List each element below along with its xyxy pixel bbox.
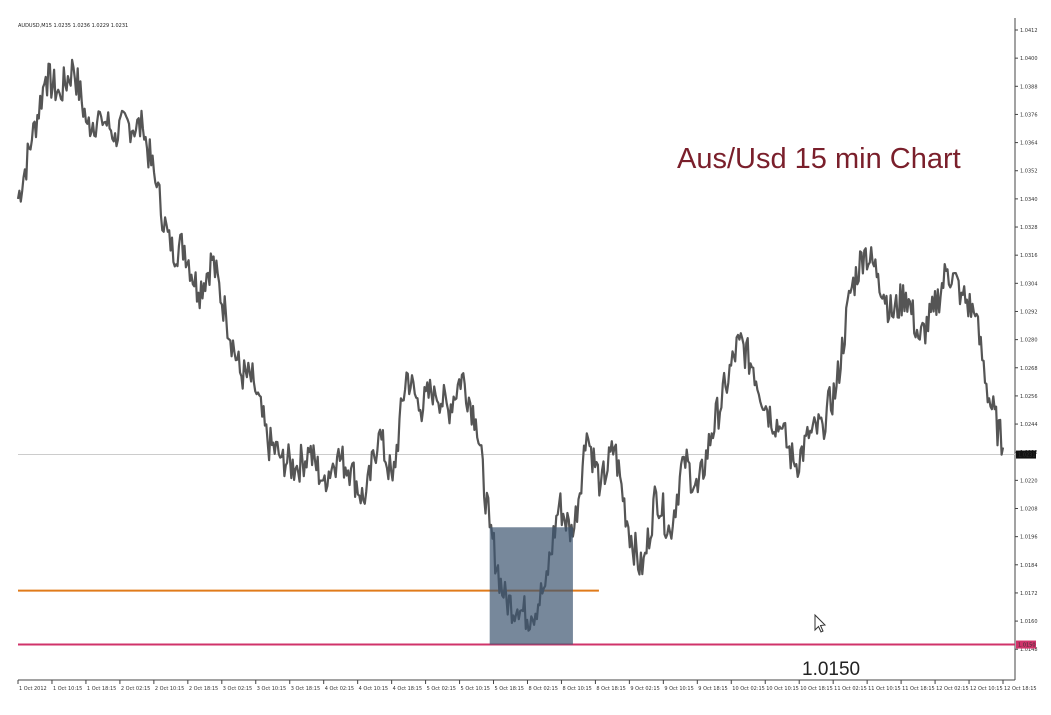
chart-title: Aus/Usd 15 min Chart [677, 143, 961, 175]
time-tick-label: 2 Oct 18:15 [189, 686, 218, 692]
time-tick-label: 12 Oct 18:15 [1004, 686, 1037, 692]
price-tick-label: 1.0148 [1020, 647, 1038, 653]
time-tick-label: 5 Oct 02:15 [427, 686, 456, 692]
time-tick-label: 3 Oct 10:15 [257, 686, 286, 692]
symbol-label: AUDUSD,M15 1.0235 1.0236 1.0229 1.0231 [18, 23, 128, 29]
price-tick-label: 1.0412 [1020, 28, 1038, 34]
price-tick-label: 1.0196 [1020, 535, 1038, 541]
time-tick-label: 12 Oct 10:15 [970, 686, 1003, 692]
time-tick-label: 1 Oct 2012 [19, 686, 47, 692]
level-label: 1.0150 [802, 659, 860, 680]
time-tick-label: 10 Oct 02:15 [732, 686, 765, 692]
price-tick-label: 1.0328 [1020, 225, 1038, 231]
level-marker [1016, 640, 1036, 649]
price-tick-label: 1.0220 [1020, 478, 1038, 484]
level-marker-label: 1.0150 [1018, 643, 1036, 649]
time-tick-label: 5 Oct 18:15 [495, 686, 524, 692]
time-tick-label: 8 Oct 02:15 [528, 686, 557, 692]
time-tick-label: 4 Oct 18:15 [393, 686, 422, 692]
current-price-marker [1016, 450, 1036, 459]
time-tick-label: 11 Oct 02:15 [834, 686, 867, 692]
price-tick-label: 1.0304 [1020, 281, 1038, 287]
chart-axes [18, 18, 1016, 681]
time-tick-label: 5 Oct 10:15 [461, 686, 490, 692]
time-tick-label: 3 Oct 02:15 [223, 686, 252, 692]
price-tick-label: 1.0280 [1020, 338, 1038, 344]
price-tick-label: 1.0268 [1020, 366, 1038, 372]
price-tick-label: 1.0256 [1020, 394, 1038, 400]
time-tick-label: 2 Oct 10:15 [155, 686, 184, 692]
time-tick-label: 2 Oct 02:15 [121, 686, 150, 692]
time-tick-label: 4 Oct 02:15 [325, 686, 354, 692]
time-tick-label: 9 Oct 02:15 [630, 686, 659, 692]
price-tick-label: 1.0316 [1020, 253, 1038, 259]
time-tick-label: 11 Oct 10:15 [868, 686, 901, 692]
time-tick-label: 8 Oct 10:15 [562, 686, 591, 692]
price-ticks: 1.0412 1.0400 1.0388 1.0376 1.0364 1.0352 1.03… [1015, 28, 1038, 653]
price-tick-label: 1.0388 [1020, 84, 1038, 90]
price-tick-label: 1.0364 [1020, 141, 1038, 147]
time-tick-label: 11 Oct 18:15 [902, 686, 935, 692]
highlight-zone [489, 527, 573, 645]
price-tick-label: 1.0400 [1020, 56, 1038, 62]
time-tick-label: 1 Oct 18:15 [87, 686, 116, 692]
price-tick-label: 1.0172 [1020, 591, 1038, 597]
time-ticks: 1 Oct 2012 1 Oct 10:15 1 Oct 18:15 2 Oct 02… [17, 680, 1037, 692]
time-tick-label: 1 Oct 10:15 [53, 686, 82, 692]
price-tick-label: 1.0352 [1020, 169, 1038, 175]
time-tick-label: 4 Oct 10:15 [359, 686, 388, 692]
price-tick-label: 1.0340 [1020, 197, 1038, 203]
time-tick-label: 10 Oct 18:15 [800, 686, 833, 692]
time-tick-label: 9 Oct 18:15 [698, 686, 727, 692]
price-tick-label: 1.0376 [1020, 112, 1038, 118]
time-tick-label: 9 Oct 10:15 [664, 686, 693, 692]
price-tick-label: 1.0292 [1020, 309, 1038, 315]
time-tick-label: 8 Oct 18:15 [596, 686, 625, 692]
price-tick-label: 1.0160 [1020, 619, 1038, 625]
price-tick-label: 1.0208 [1020, 507, 1038, 513]
price-tick-label: 1.0244 [1020, 422, 1038, 428]
current-price-label: 1.0231 [1018, 453, 1036, 459]
time-tick-label: 12 Oct 02:15 [936, 686, 969, 692]
mouse-cursor-icon [814, 613, 827, 633]
time-tick-label: 10 Oct 10:15 [766, 686, 799, 692]
time-tick-label: 3 Oct 18:15 [291, 686, 320, 692]
price-tick-label: 1.0184 [1020, 563, 1038, 569]
